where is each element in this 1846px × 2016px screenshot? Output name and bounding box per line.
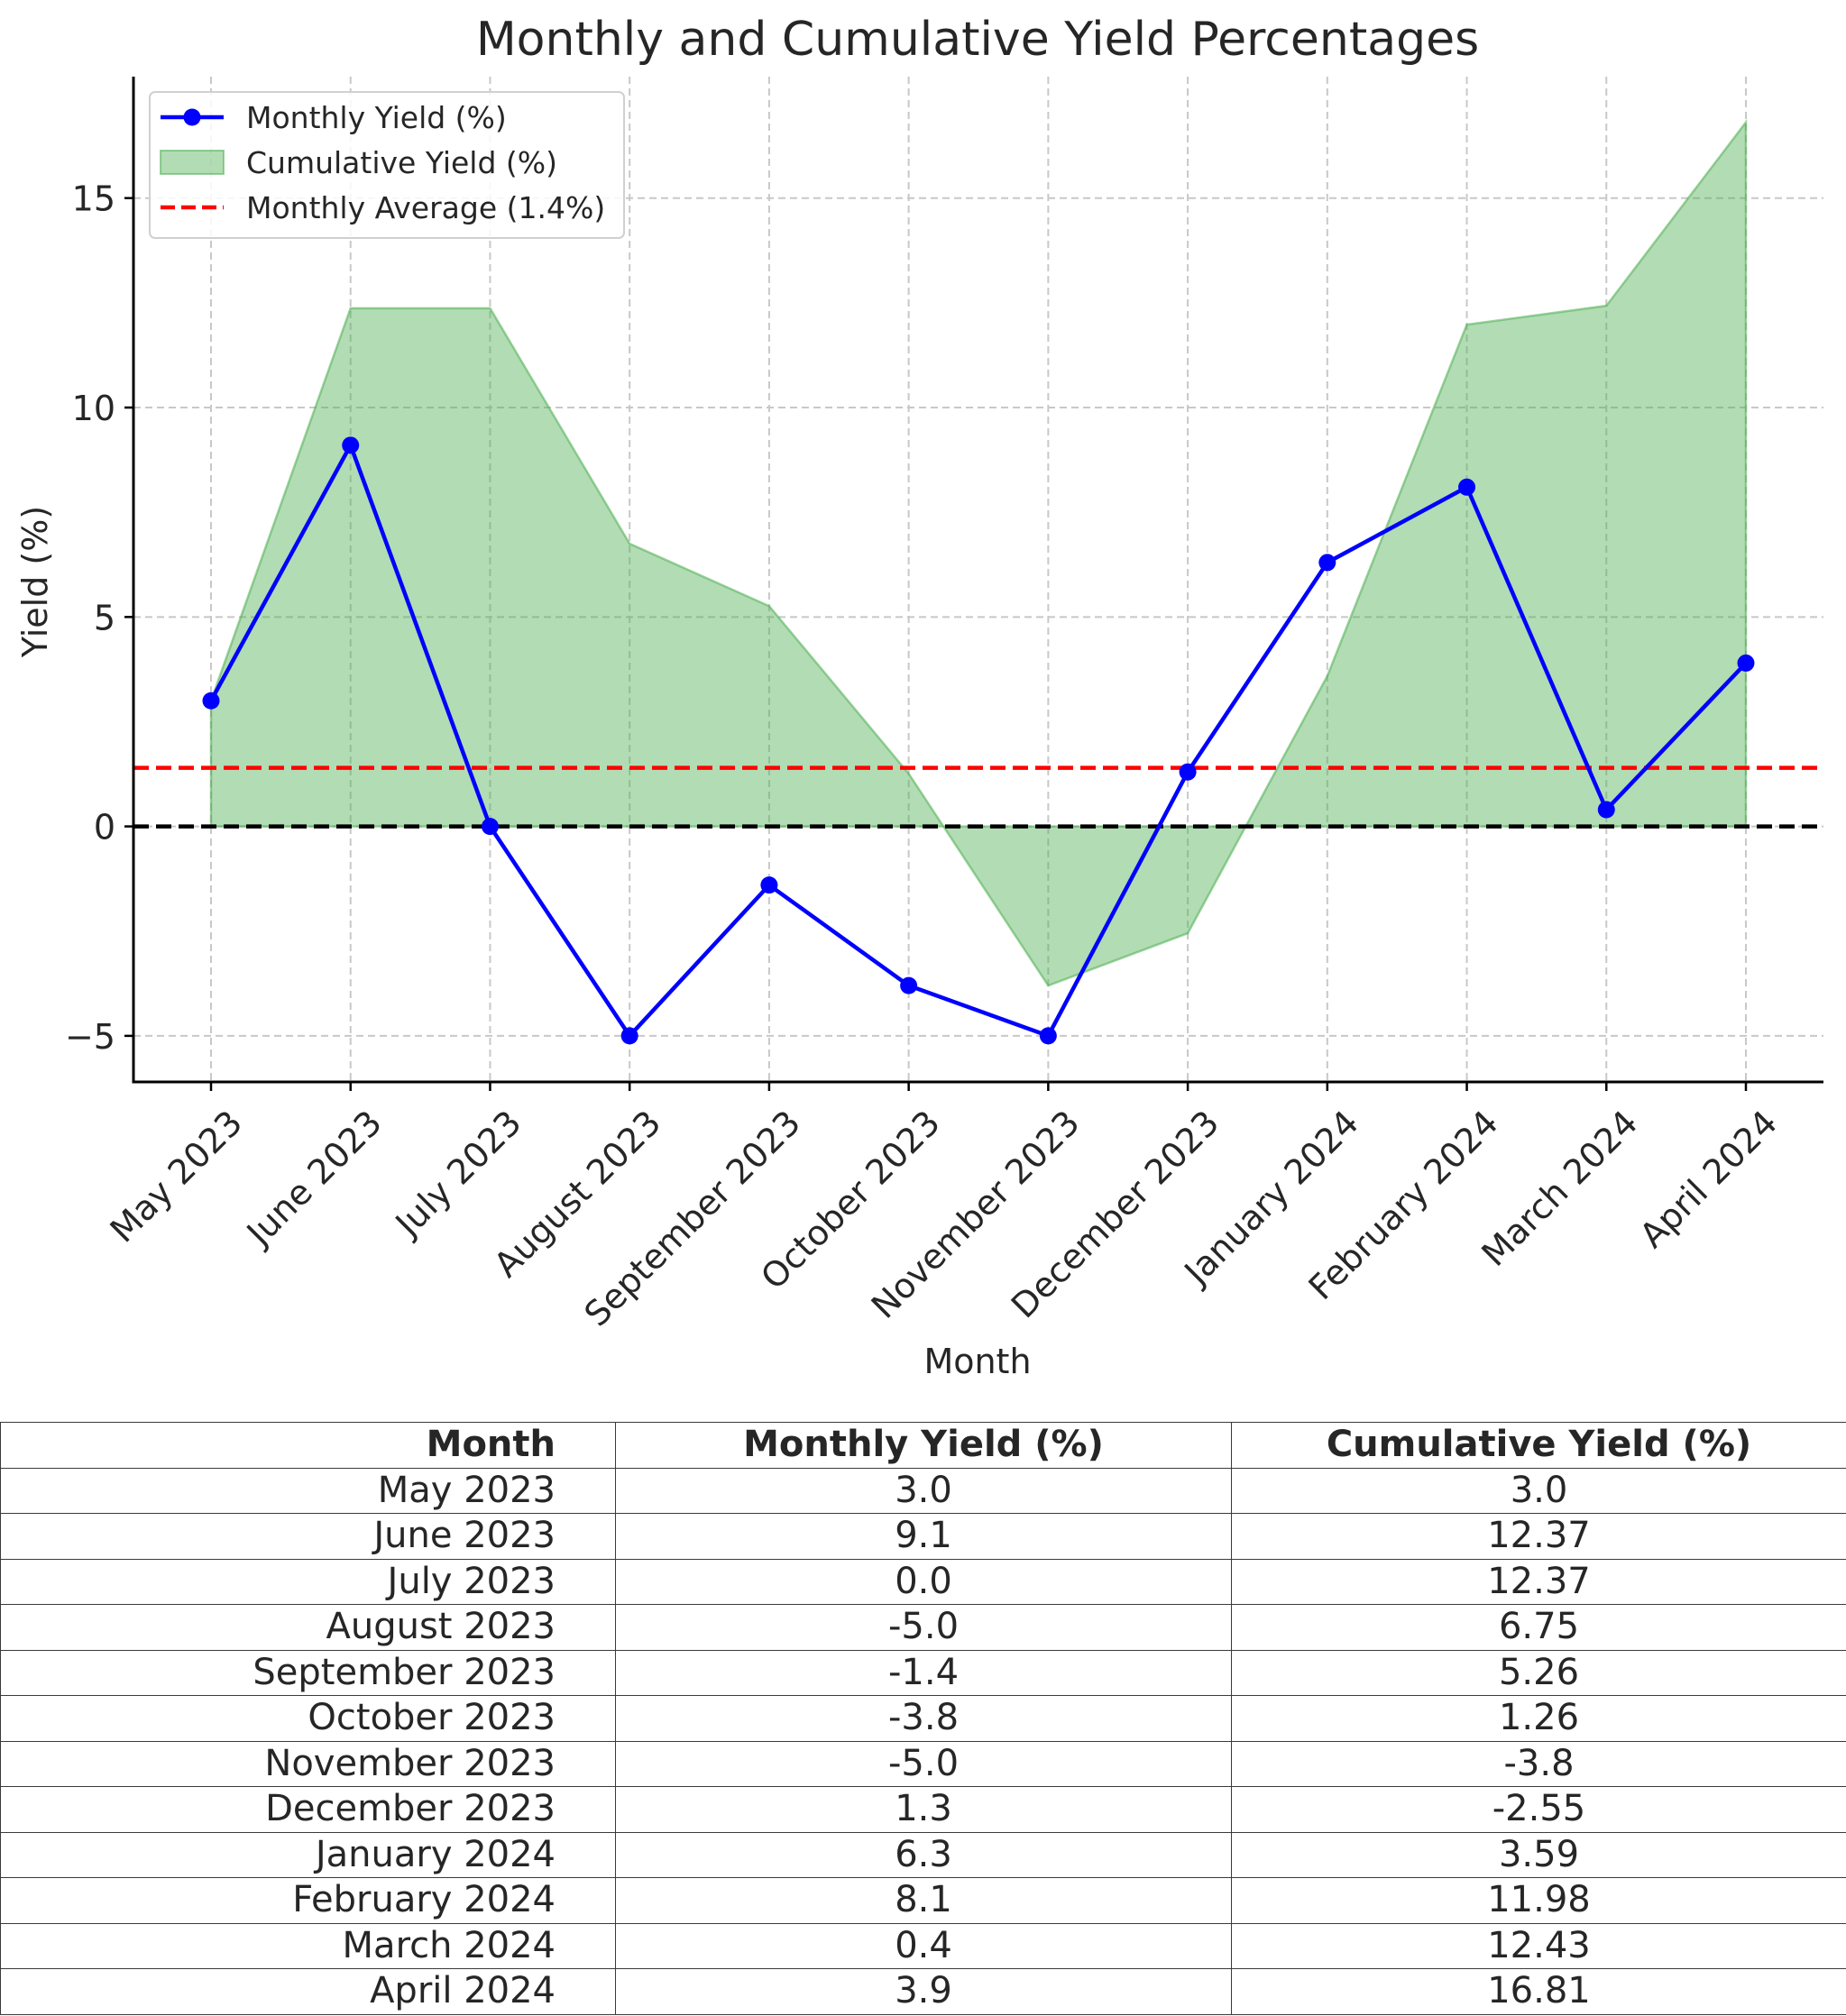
y-tick-label: 10 <box>72 389 115 428</box>
monthly-yield-point <box>900 976 918 994</box>
table-header-row: Month Monthly Yield (%) Cumulative Yield… <box>0 1422 1846 1469</box>
yield-chart: Monthly and Cumulative Yield Percentages… <box>15 13 1823 1381</box>
table-row: April 2024 3.9 16.81 <box>0 1968 1846 2015</box>
table-row: November 2023 -5.0 -3.8 <box>0 1740 1846 1787</box>
cell-month: July 2023 <box>0 1558 616 1605</box>
cell-month: June 2023 <box>0 1513 616 1560</box>
table-row: January 2024 6.3 3.59 <box>0 1831 1846 1878</box>
cell-month: March 2024 <box>0 1922 616 1969</box>
cell-month: August 2023 <box>0 1604 616 1651</box>
monthly-yield-point <box>1458 478 1476 496</box>
x-tick-label: July 2023 <box>387 1103 529 1245</box>
header-cumulative-yield: Cumulative Yield (%) <box>1231 1422 1846 1469</box>
table-row: July 2023 0.0 12.37 <box>0 1558 1846 1605</box>
cell-month: May 2023 <box>0 1467 616 1514</box>
cell-monthly-yield: -3.8 <box>615 1695 1232 1742</box>
x-tick-label: June 2023 <box>238 1103 390 1254</box>
table-row: August 2023 -5.0 6.75 <box>0 1604 1846 1651</box>
monthly-yield-point <box>202 692 220 710</box>
y-axis-label: Yield (%) <box>15 506 55 658</box>
cell-cumulative-yield: 5.26 <box>1231 1649 1846 1696</box>
data-table: Month Monthly Yield (%) Cumulative Yield… <box>0 1422 1846 2015</box>
cell-cumulative-yield: 6.75 <box>1231 1604 1846 1651</box>
cell-cumulative-yield: 12.37 <box>1231 1513 1846 1560</box>
monthly-yield-point <box>620 1027 638 1045</box>
legend: Monthly Yield (%) Cumulative Yield (%) Mon… <box>149 91 625 239</box>
table-row: June 2023 9.1 12.37 <box>0 1513 1846 1560</box>
cell-cumulative-yield: 12.37 <box>1231 1558 1846 1605</box>
cell-monthly-yield: -5.0 <box>615 1740 1232 1787</box>
cumulative-area <box>209 118 1748 987</box>
cell-monthly-yield: 6.3 <box>615 1831 1232 1878</box>
table-row: October 2023 -3.8 1.26 <box>0 1695 1846 1742</box>
cell-month: October 2023 <box>0 1695 616 1742</box>
cell-cumulative-yield: 3.59 <box>1231 1831 1846 1878</box>
monthly-yield-point <box>342 436 360 454</box>
cell-month: April 2024 <box>0 1968 616 2015</box>
y-tick-label: 5 <box>94 598 115 637</box>
monthly-line <box>202 436 1755 1045</box>
cell-monthly-yield: -5.0 <box>615 1604 1232 1651</box>
table-row: March 2024 0.4 12.43 <box>0 1922 1846 1969</box>
monthly-yield-line <box>209 443 1748 1039</box>
monthly-yield-point <box>1039 1027 1057 1045</box>
cell-month: February 2024 <box>0 1877 616 1924</box>
cell-monthly-yield: 9.1 <box>615 1513 1232 1560</box>
x-tick-label: April 2024 <box>1632 1103 1785 1255</box>
monthly-yield-point <box>1179 763 1197 781</box>
cell-monthly-yield: 0.0 <box>615 1558 1232 1605</box>
cell-monthly-yield: 3.9 <box>615 1968 1232 2015</box>
x-tick-label: May 2023 <box>103 1103 251 1251</box>
cell-cumulative-yield: 11.98 <box>1231 1877 1846 1924</box>
table-row: December 2023 1.3 -2.55 <box>0 1786 1846 1833</box>
cell-month: November 2023 <box>0 1740 616 1787</box>
cell-month: September 2023 <box>0 1649 616 1696</box>
monthly-yield-point <box>1597 801 1615 819</box>
cell-monthly-yield: 3.0 <box>615 1467 1232 1514</box>
table-row: February 2024 8.1 11.98 <box>0 1877 1846 1924</box>
x-axis-label: Month <box>923 1342 1031 1381</box>
legend-label-average: Monthly Average (1.4%) <box>246 190 605 225</box>
cell-month: December 2023 <box>0 1786 616 1833</box>
cell-monthly-yield: 1.3 <box>615 1786 1232 1833</box>
cell-monthly-yield: 8.1 <box>615 1877 1232 1924</box>
monthly-yield-point <box>481 818 499 836</box>
cell-cumulative-yield: 3.0 <box>1231 1467 1846 1514</box>
cell-monthly-yield: 0.4 <box>615 1922 1232 1969</box>
y-tick-label: 0 <box>94 808 115 848</box>
cell-monthly-yield: -1.4 <box>615 1649 1232 1696</box>
cell-month: January 2024 <box>0 1831 616 1878</box>
monthly-yield-point <box>760 876 778 894</box>
header-monthly-yield: Monthly Yield (%) <box>615 1422 1232 1469</box>
cell-cumulative-yield: -3.8 <box>1231 1740 1846 1787</box>
legend-label-cumulative: Cumulative Yield (%) <box>246 145 557 180</box>
table-row: September 2023 -1.4 5.26 <box>0 1649 1846 1696</box>
legend-marker-swatch <box>183 108 201 126</box>
legend-box <box>149 91 625 239</box>
cell-cumulative-yield: -2.55 <box>1231 1786 1846 1833</box>
header-month: Month <box>0 1422 616 1469</box>
chart-title: Monthly and Cumulative Yield Percentages <box>476 13 1479 67</box>
y-tick-label: 15 <box>72 179 115 219</box>
cell-cumulative-yield: 1.26 <box>1231 1695 1846 1742</box>
cumulative-area-fill <box>209 118 1748 987</box>
monthly-yield-point <box>1737 654 1755 672</box>
reference-lines <box>133 765 1823 829</box>
y-tick-label: −5 <box>65 1017 115 1057</box>
monthly-yield-point <box>1318 554 1336 572</box>
cell-cumulative-yield: 16.81 <box>1231 1968 1846 2015</box>
chart-axes <box>132 77 1823 1084</box>
legend-area-swatch <box>160 150 225 175</box>
cell-cumulative-yield: 12.43 <box>1231 1922 1846 1969</box>
legend-label-monthly: Monthly Yield (%) <box>246 100 507 135</box>
table-row: May 2023 3.0 3.0 <box>0 1467 1846 1514</box>
